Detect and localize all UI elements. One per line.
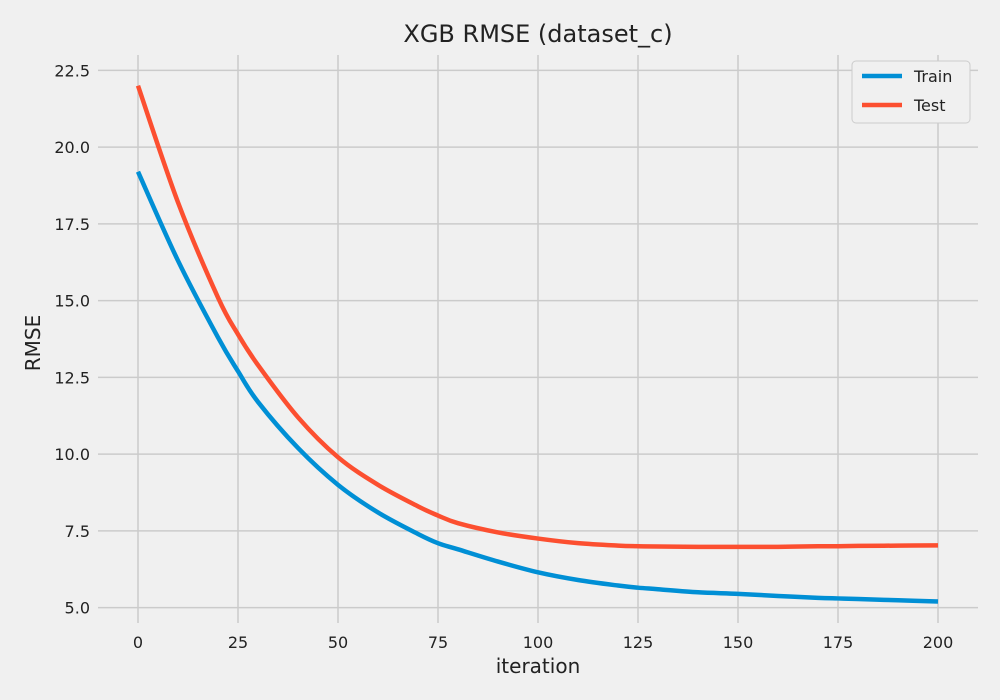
y-tick-label: 22.5	[54, 61, 90, 80]
chart-title: XGB RMSE (dataset_c)	[403, 20, 672, 48]
x-tick-label: 150	[723, 633, 754, 652]
x-tick-labels: 0 25 50 75 100 125 150 175 200	[133, 633, 953, 652]
x-tick-label: 100	[523, 633, 554, 652]
x-tick-label: 75	[428, 633, 448, 652]
y-tick-labels: 5.0 7.5 10.0 12.5 15.0 17.5 20.0 22.5	[54, 61, 90, 617]
x-tick-label: 0	[133, 633, 143, 652]
x-tick-label: 50	[328, 633, 348, 652]
y-tick-label: 5.0	[65, 599, 90, 618]
y-tick-label: 15.0	[54, 292, 90, 311]
x-tick-label: 25	[228, 633, 248, 652]
y-axis-label: RMSE	[21, 315, 45, 371]
x-axis-label: iteration	[496, 654, 581, 678]
series-line-test	[135, 84, 939, 550]
y-tick-label: 17.5	[54, 215, 90, 234]
series-layer	[135, 84, 939, 604]
y-tick-label: 7.5	[65, 522, 90, 541]
x-tick-label: 200	[923, 633, 954, 652]
y-tick-label: 12.5	[54, 368, 90, 387]
x-tick-label: 125	[623, 633, 654, 652]
legend: Train Test	[851, 60, 971, 124]
grid	[98, 55, 978, 623]
legend-label: Test	[913, 96, 946, 115]
y-tick-label: 10.0	[54, 445, 90, 464]
x-tick-label: 175	[823, 633, 854, 652]
y-tick-label: 20.0	[54, 138, 90, 157]
legend-label: Train	[913, 67, 952, 86]
series-line-train	[135, 170, 939, 604]
